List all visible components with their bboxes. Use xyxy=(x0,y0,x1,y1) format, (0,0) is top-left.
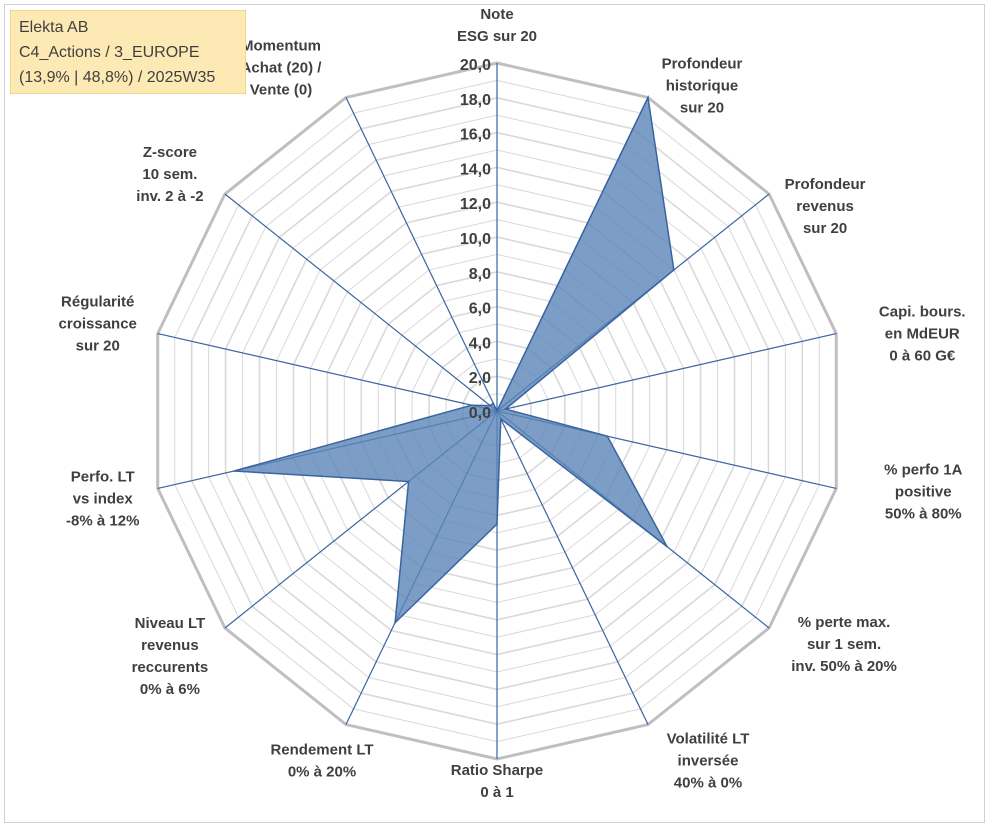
axis-label: % perfo 1A xyxy=(884,461,963,478)
data-point xyxy=(407,480,410,483)
data-point xyxy=(233,470,235,472)
axis-label: 0% à 6% xyxy=(140,681,200,698)
axis-label: en MdEUR xyxy=(885,326,960,343)
axis-label: Volatilité LT xyxy=(667,731,750,748)
tick-label: 0,0 xyxy=(469,405,491,422)
axis-label: revenus xyxy=(796,198,854,215)
tick-label: 20,0 xyxy=(460,57,491,74)
data-point xyxy=(666,545,668,548)
tick-label: 2,0 xyxy=(469,370,491,387)
stock-name: Elekta AB xyxy=(19,19,89,36)
stock-category: C4_Actions / 3_EUROPE xyxy=(19,44,200,61)
data-point xyxy=(492,402,495,404)
data-point xyxy=(499,418,502,420)
axis-spoke xyxy=(224,193,498,412)
stock-stats: (13,9% | 48,8%) / 2025W35 xyxy=(19,69,216,86)
axis-label: Capi. bours. xyxy=(879,304,966,321)
data-point xyxy=(504,408,507,410)
axis-label: Perfo. LT xyxy=(71,468,135,485)
axis-label: Z-score xyxy=(143,144,197,161)
data-point xyxy=(470,404,473,406)
axis-label: 0 à 1 xyxy=(480,784,513,801)
axis-label: inv. 50% à 20% xyxy=(791,658,897,675)
axis-label: positive xyxy=(895,483,952,500)
axis-label: inv. 2 à -2 xyxy=(136,188,203,205)
axis-spoke xyxy=(496,410,649,725)
axis-label: -8% à 12% xyxy=(66,512,139,529)
axis-label: sur 1 sem. xyxy=(807,636,881,653)
axis-label: croissance xyxy=(59,316,137,333)
data-point xyxy=(489,404,491,407)
axis-label: sur 20 xyxy=(76,338,120,355)
tick-label: 16,0 xyxy=(460,127,491,144)
axis-label: revenus xyxy=(141,637,199,654)
axis-label: 0% à 20% xyxy=(288,764,356,781)
axis-label: Profondeur xyxy=(662,55,743,72)
tick-label: 10,0 xyxy=(460,231,491,248)
tick-label: 14,0 xyxy=(460,161,491,178)
axis-label: sur 20 xyxy=(680,99,724,116)
axis-label: reccurents xyxy=(132,659,209,676)
data-series-area xyxy=(233,94,675,625)
data-point xyxy=(496,410,498,412)
tick-label: 8,0 xyxy=(469,266,491,283)
axis-label: Rendement LT xyxy=(270,742,373,759)
axis-label: Niveau LT xyxy=(135,615,206,632)
axis-spoke xyxy=(345,97,498,412)
axis-label: Profondeur xyxy=(785,176,866,193)
data-point xyxy=(394,621,396,624)
axis-spoke xyxy=(157,332,498,412)
axis-label: Régularité xyxy=(61,294,134,311)
axis-label: Ratio Sharpe xyxy=(451,762,544,779)
axis-spoke xyxy=(496,332,837,412)
tick-label: 4,0 xyxy=(469,335,491,352)
axis-label: % perte max. xyxy=(798,614,891,631)
axis-label: 10 sem. xyxy=(142,166,197,183)
axis-label: sur 20 xyxy=(803,220,847,237)
axis-label: Achat (20) / xyxy=(241,59,323,76)
tick-label: 12,0 xyxy=(460,196,491,213)
data-point xyxy=(606,435,609,437)
axis-label: vs index xyxy=(73,490,134,507)
axis-label: inversée xyxy=(678,753,739,770)
axis-label: 50% à 80% xyxy=(885,505,962,522)
axis-label: ESG sur 20 xyxy=(457,28,537,45)
tick-label: 18,0 xyxy=(460,92,491,109)
tick-label: 6,0 xyxy=(469,301,491,318)
axis-label: 0 à 60 G€ xyxy=(889,348,956,365)
axis-label: Vente (0) xyxy=(250,81,313,98)
axis-label: Note xyxy=(480,6,513,23)
data-point xyxy=(647,96,649,99)
data-point xyxy=(673,269,675,271)
data-point xyxy=(496,523,498,525)
axis-label: 40% à 0% xyxy=(674,775,742,792)
axis-label: historique xyxy=(666,77,739,94)
stock-info-box: Elekta AB C4_Actions / 3_EUROPE (13,9% |… xyxy=(10,10,246,94)
axis-label: Momentum xyxy=(241,37,321,54)
